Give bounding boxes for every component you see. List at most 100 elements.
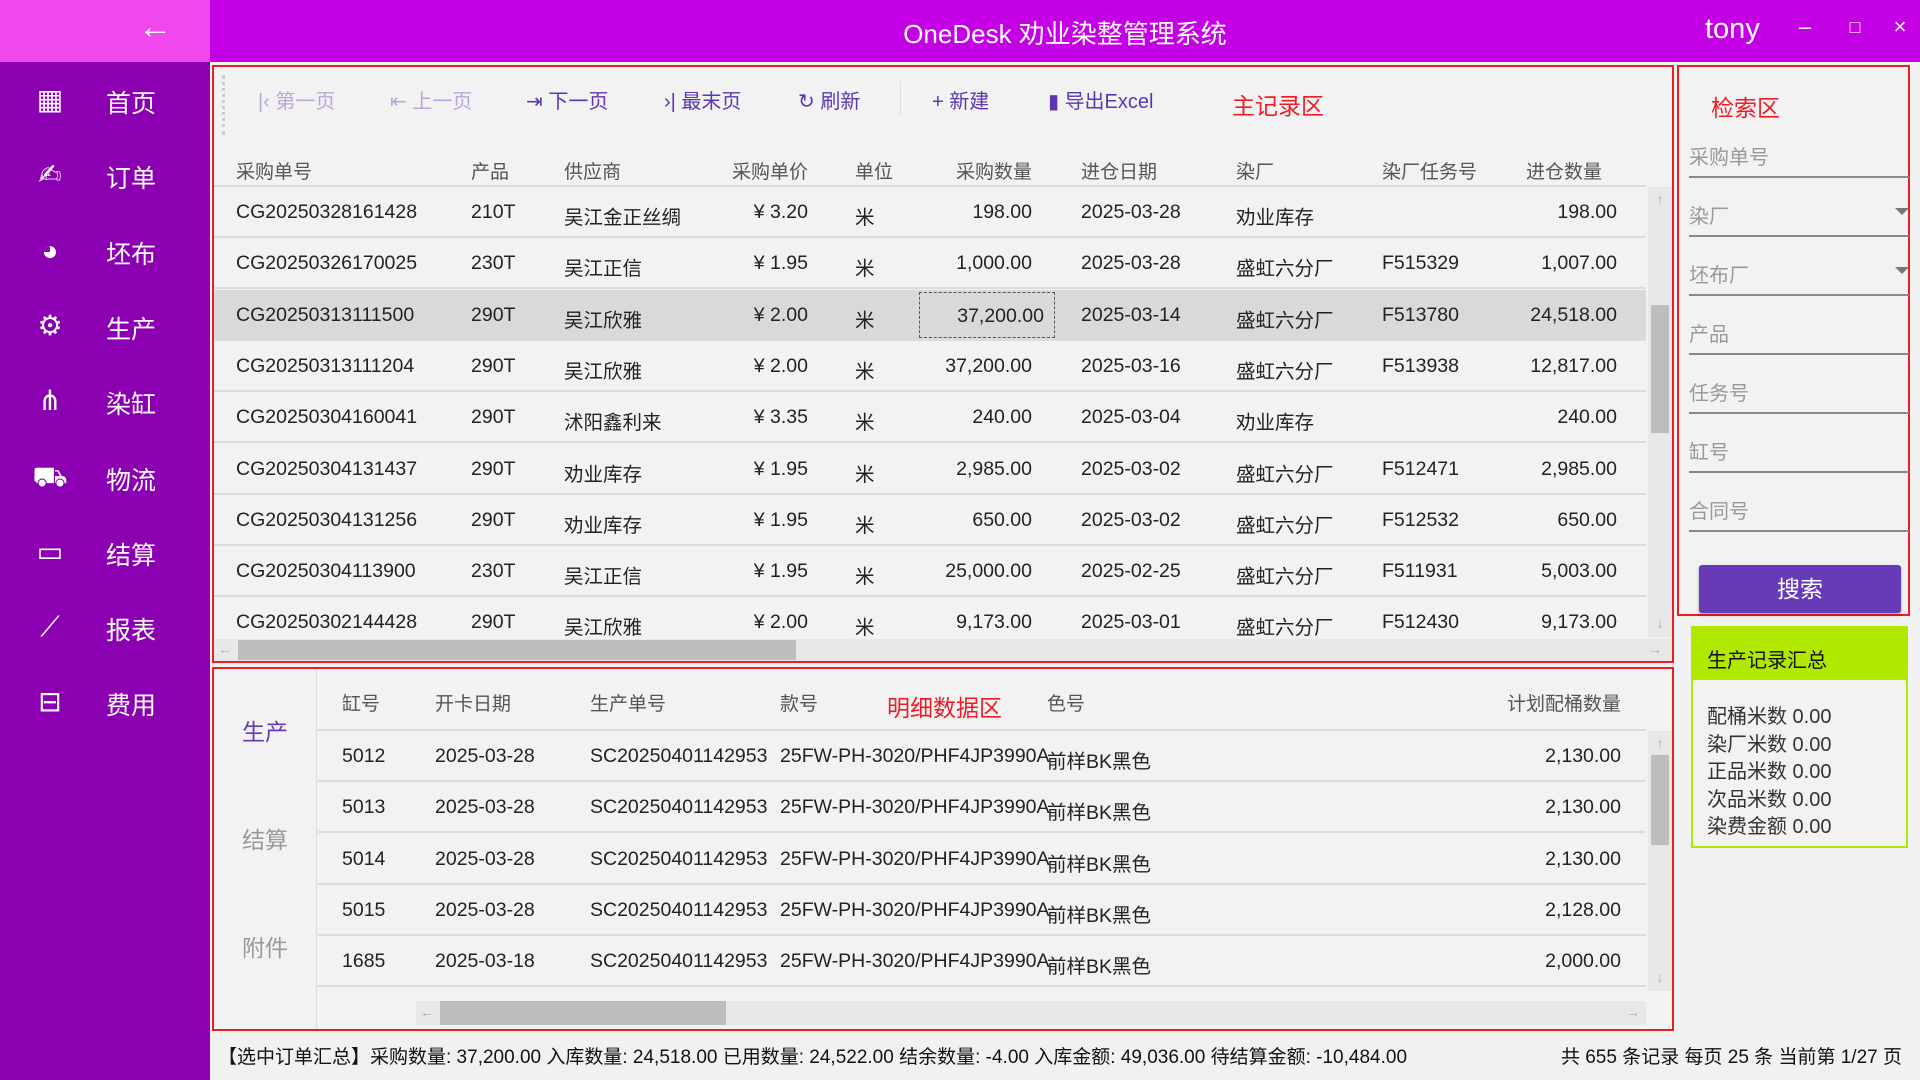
table-cell: F512471 [1382, 457, 1459, 480]
table-row[interactable]: CG20250304113900 230T 吴江正信 ¥ 1.95 米 25,000.00… [214, 546, 1646, 598]
last-page-button[interactable]: ›| 最末页 [664, 91, 742, 113]
table-row[interactable]: CG20250304131256 290T 劝业库存 ¥ 1.95 米 650.00 202… [214, 495, 1646, 546]
table-cell: 198.00 [972, 201, 1032, 223]
chevron-down-icon[interactable] [1895, 208, 1909, 215]
table-row[interactable]: CG20250326170025 230T 吴江正信 ¥ 1.95 米 1,000.00 2… [214, 238, 1646, 290]
table-cell: F512532 [1382, 508, 1459, 531]
scroll-right-icon[interactable]: → [1626, 1004, 1640, 1020]
table-cell: 盛虹六分厂 [1236, 258, 1334, 281]
user-name[interactable]: tony [1705, 13, 1760, 45]
column-header: 染厂任务号 [1382, 162, 1478, 183]
detail-row[interactable]: 5014 2025-03-28 SC20250401142953 25FW-PH-30… [318, 834, 1646, 885]
close-button[interactable]: × [1893, 14, 1907, 39]
horizontal-scrollbar[interactable]: ← → [214, 639, 1672, 661]
table-cell: 前样BK黑色 [1047, 904, 1152, 927]
table-cell: CG20250328161428 [236, 201, 418, 223]
table-cell: ¥ 1.95 [753, 457, 808, 480]
search-field-1[interactable]: 采购单号 [1689, 131, 1909, 178]
column-header: 产品 [471, 162, 510, 183]
search-field-7[interactable]: 合同号 [1689, 485, 1909, 532]
column-header: 款号 [780, 694, 819, 715]
table-cell: CG20250302144428 [236, 611, 418, 634]
export-excel-button[interactable]: ▮ 导出Excel [1048, 91, 1154, 113]
sidebar-item[interactable]: ⊟ 费用 [0, 672, 210, 732]
scroll-up-icon[interactable]: ↑ [1656, 191, 1664, 207]
search-field-4[interactable]: 产品 [1689, 308, 1909, 355]
table-cell: 2025-03-04 [1081, 406, 1181, 429]
first-page-button[interactable]: |‹ 第一页 [258, 91, 336, 113]
detail-horizontal-scrollbar[interactable]: ← → [416, 1001, 1646, 1025]
chart-line-icon: ⟋ [40, 611, 60, 643]
sidebar: ▦ 首页 ✍ 订单 ◕ 坯布 ⚙ 生产 ⋔ 染缸 ⛟ 物流 ▭ 结算 ⟋ 报表 ⊟ 费用 [0, 62, 210, 1080]
tab-production[interactable]: 生产 [242, 719, 288, 745]
table-cell: CG20250304113900 [236, 560, 416, 583]
scroll-left-icon[interactable]: ← [420, 1004, 434, 1020]
scroll-thumb[interactable] [238, 640, 796, 660]
search-field-6[interactable]: 缸号 [1689, 426, 1909, 473]
column-header: 采购数量 [955, 162, 1032, 183]
scroll-up-icon[interactable]: ↑ [1656, 735, 1664, 751]
scroll-right-icon[interactable]: → [1648, 641, 1662, 657]
sidebar-item[interactable]: ⚙ 生产 [0, 296, 210, 356]
sidebar-item[interactable]: ▦ 首页 [0, 70, 210, 130]
table-row[interactable]: CG20250328161428 210T 吴江金正丝绸 ¥ 3.20 米 198.00 2… [214, 187, 1646, 238]
sidebar-item[interactable]: ⋔ 染缸 [0, 371, 210, 431]
tab-settlement[interactable]: 结算 [242, 827, 288, 853]
scroll-down-icon[interactable]: ↓ [1656, 969, 1664, 985]
new-button[interactable]: + 新建 [932, 91, 990, 113]
detail-row[interactable]: 5013 2025-03-28 SC20250401142953 25FW-PH-30… [318, 782, 1646, 834]
table-cell: 劝业库存 [1236, 412, 1315, 435]
table-row[interactable]: CG20250313111500 290T 吴江欣雅 ¥ 2.00 米 37,200.00… [214, 289, 1646, 341]
field-placeholder: 产品 [1689, 324, 1729, 346]
search-panel: 检索区 搜索 采购单号 染厂 坯布厂 产品 任务号 缸号 合同号 [1677, 65, 1910, 616]
toolbar-grip [222, 75, 225, 135]
table-cell: 9,173.00 [956, 611, 1032, 634]
vertical-scrollbar[interactable]: ↑ ↓ [1648, 187, 1672, 637]
table-row[interactable]: CG20250304160041 290T 沭阳鑫利来 ¥ 3.35 米 240.00 20… [214, 392, 1646, 444]
table-cell: 吴江欣雅 [564, 309, 643, 332]
sidebar-item[interactable]: ✍ 订单 [0, 145, 210, 205]
minimize-button[interactable]: – [1798, 14, 1812, 39]
detail-row[interactable]: 5012 2025-03-28 SC20250401142953 25FW-PH-30… [318, 731, 1646, 782]
table-row[interactable]: CG20250313111204 290T 吴江欣雅 ¥ 2.00 米 37,200.00… [214, 341, 1646, 392]
detail-vertical-scrollbar[interactable]: ↑ ↓ [1648, 731, 1672, 991]
table-cell: ¥ 2.00 [753, 303, 808, 326]
next-page-button[interactable]: ⇥ 下一页 [526, 91, 609, 113]
table-cell: SC20250401142953 [590, 796, 768, 819]
back-button[interactable]: ← [0, 0, 210, 62]
table-cell: 2,985.00 [1541, 457, 1617, 480]
search-button[interactable]: 搜索 [1699, 565, 1901, 613]
chevron-down-icon[interactable] [1895, 267, 1909, 274]
table-cell: 5,003.00 [1541, 560, 1617, 583]
sidebar-item-label: 报表 [106, 617, 157, 646]
sidebar-item-label: 物流 [106, 466, 157, 495]
scroll-thumb[interactable] [1651, 755, 1669, 845]
sidebar-item[interactable]: ◕ 坯布 [0, 221, 210, 281]
prev-page-button[interactable]: ⇤ 上一页 [390, 91, 473, 113]
table-row[interactable]: CG20250304131437 290T 劝业库存 ¥ 1.95 米 2,985.00 2… [214, 444, 1646, 495]
table-row[interactable]: CG20250302144428 290T 吴江欣雅 ¥ 2.00 米 9,173.00 2… [214, 597, 1646, 637]
table-cell: 2,130.00 [1545, 847, 1621, 870]
scroll-thumb[interactable] [440, 1001, 726, 1025]
table-cell: 290T [471, 508, 516, 531]
refresh-button[interactable]: ↻ 刷新 [798, 91, 861, 113]
search-field-2[interactable]: 染厂 [1689, 190, 1909, 237]
tab-attachments[interactable]: 附件 [242, 935, 288, 961]
detail-row[interactable]: 5015 2025-03-28 SC20250401142953 25FW-PH-30… [318, 885, 1646, 936]
first-page-icon: |‹ [258, 91, 276, 113]
search-field-3[interactable]: 坯布厂 [1689, 249, 1909, 296]
scroll-thumb[interactable] [1651, 305, 1669, 433]
table-cell: 米 [855, 207, 875, 229]
table-cell: 2025-03-28 [435, 898, 535, 921]
detail-row[interactable]: 1685 2025-03-18 SC20250401142953 25FW-PH-30… [318, 936, 1646, 988]
search-field-5[interactable]: 任务号 [1689, 367, 1909, 414]
sidebar-item[interactable]: ⟋ 报表 [0, 597, 210, 657]
table-cell: 290T [471, 406, 516, 429]
sidebar-item[interactable]: ▭ 结算 [0, 522, 210, 582]
maximize-button[interactable]: □ [1849, 17, 1861, 37]
scroll-down-icon[interactable]: ↓ [1656, 615, 1664, 631]
sidebar-item[interactable]: ⛟ 物流 [0, 447, 210, 507]
scroll-left-icon[interactable]: ← [218, 641, 232, 657]
table-cell: ¥ 1.95 [753, 508, 808, 531]
sidebar-item-label: 结算 [106, 541, 157, 570]
